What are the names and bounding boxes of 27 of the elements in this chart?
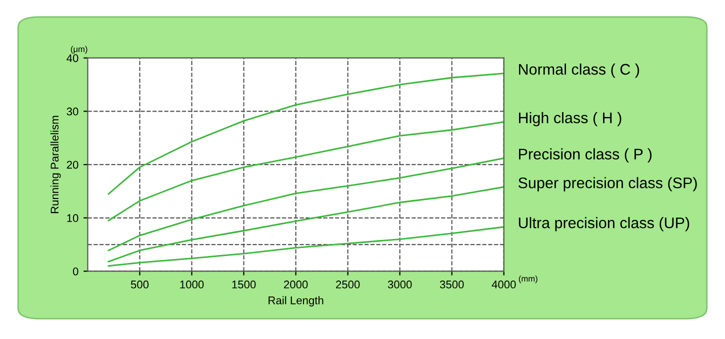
y-tick-label: 0 [72,267,78,276]
x-tick-label: 1000 [180,280,204,288]
x-tick-label: 4000 [492,280,516,288]
line-series [108,72,504,195]
line-series [108,226,504,267]
series-label: High class ( H ) [519,112,622,126]
x-tick-label: 3500 [440,280,464,288]
x-tick-label: 1500 [232,280,256,288]
text: (mm) [518,275,538,284]
x-axis-title: Rail Length [268,296,324,306]
x-tick-label: 2500 [336,280,360,288]
x-tick-label: 2000 [284,280,308,288]
series-label: Normal class ( C ) [519,64,640,78]
series-label: Ultra precision class (UP) [518,217,690,232]
x-tick-label: 500 [130,280,149,288]
y-axis-title: Running Parallelism [50,116,61,214]
y-tick-label: 40 [66,54,78,62]
line-series [108,157,504,252]
line-series [108,121,504,222]
text: (μm) [70,46,88,54]
y-tick-label: 30 [66,108,78,116]
series-label: Super precision class (SP) [518,177,697,192]
y-tick-label: 10 [67,214,78,222]
series-label: Precision class ( P ) [519,148,652,163]
y-tick-label: 20 [66,160,78,169]
line-series [108,186,504,262]
x-tick-label: 3000 [388,280,412,288]
